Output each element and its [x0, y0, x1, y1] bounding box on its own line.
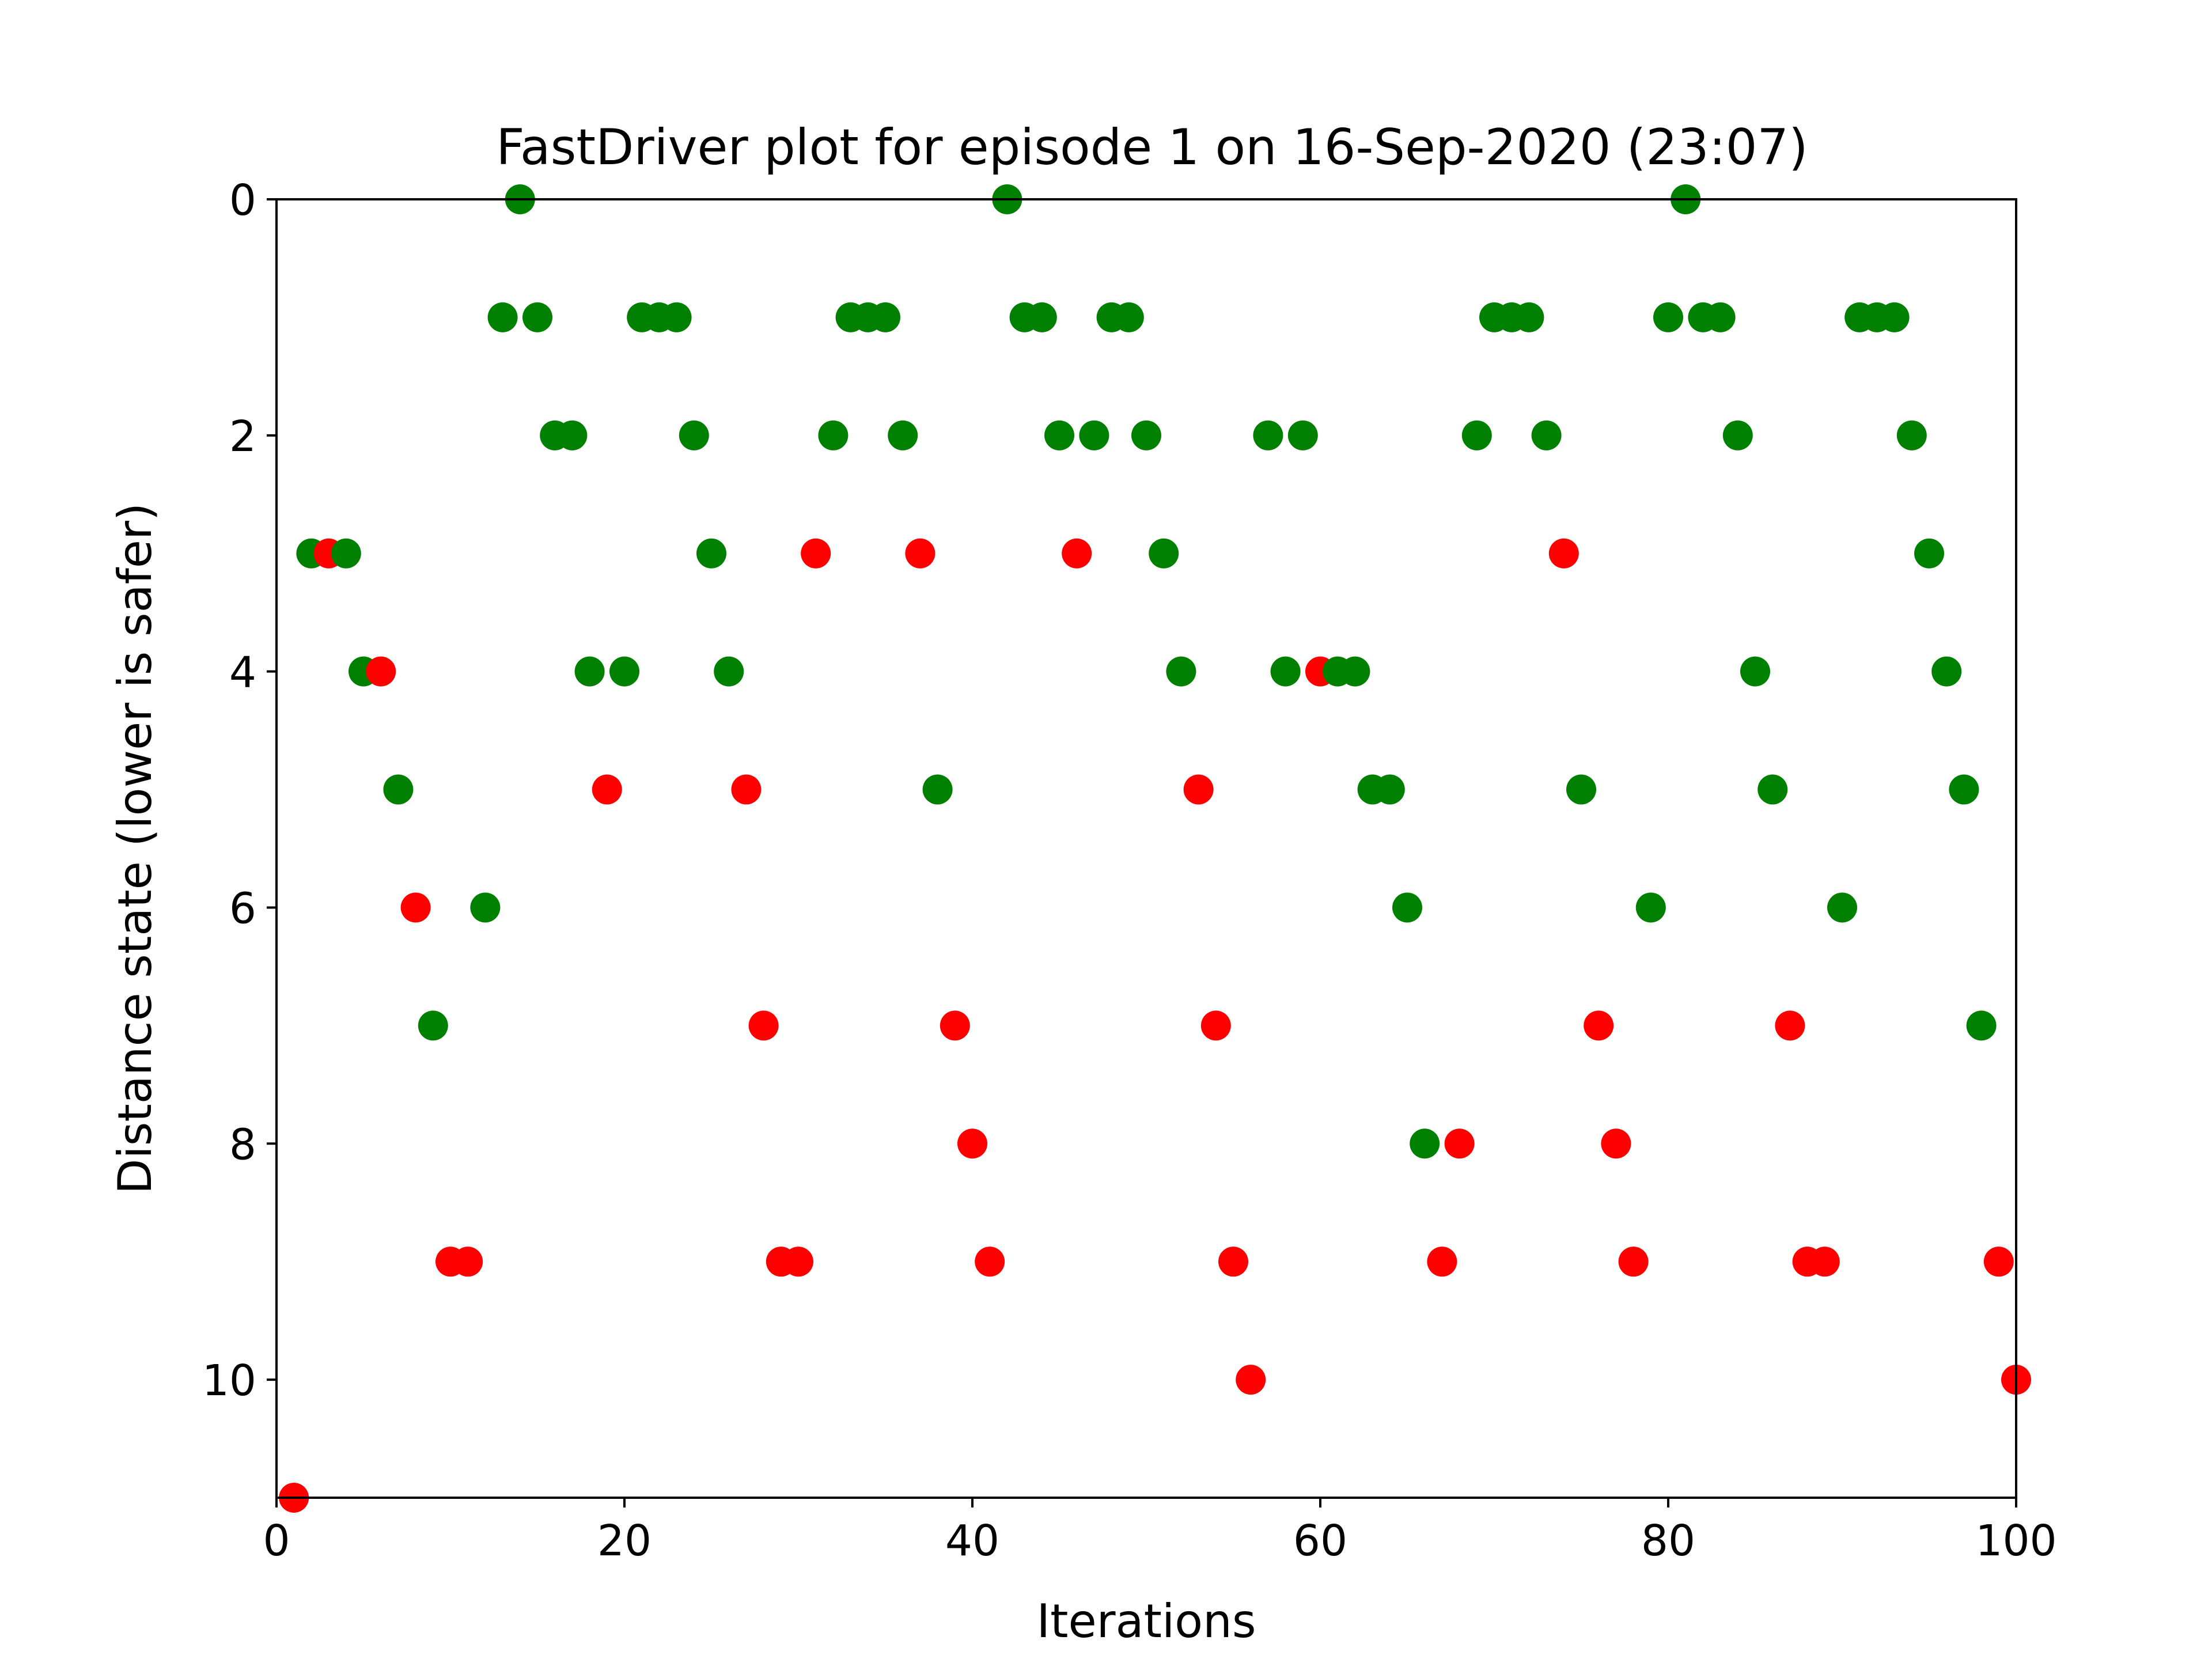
data-point-green	[1410, 1128, 1440, 1159]
data-point-green	[818, 420, 849, 450]
data-point-red	[748, 1010, 779, 1041]
data-point-green	[1340, 656, 1370, 687]
data-point-green	[1740, 656, 1770, 687]
data-point-red	[592, 774, 622, 805]
data-point-green	[1270, 656, 1301, 687]
data-point-green	[609, 656, 639, 687]
data-point-green	[714, 656, 744, 687]
data-point-green	[1705, 302, 1736, 332]
y-tick-label: 2	[229, 412, 256, 461]
data-point-green	[922, 774, 953, 805]
data-point-red	[1427, 1247, 1457, 1277]
y-tick-label: 8	[229, 1120, 256, 1169]
data-point-green	[418, 1010, 448, 1041]
x-tick-label: 20	[597, 1516, 652, 1566]
data-point-red	[801, 538, 831, 569]
data-point-green	[696, 538, 726, 569]
chart-title: FastDriver plot for episode 1 on 16-Sep-…	[496, 119, 1808, 176]
data-point-red	[400, 892, 431, 923]
y-axis-label: Distance state (lower is safer)	[108, 503, 162, 1194]
data-point-green	[1879, 302, 1910, 332]
data-point-red	[1200, 1010, 1231, 1041]
x-tick-label: 60	[1293, 1516, 1347, 1566]
x-tick-label: 0	[263, 1516, 290, 1566]
data-point-green	[574, 656, 605, 687]
data-point-green	[1131, 420, 1161, 450]
data-point-green	[1931, 656, 1962, 687]
data-point-red	[1775, 1010, 1805, 1041]
data-point-green	[1514, 302, 1544, 332]
data-point-green	[1966, 1010, 1997, 1041]
y-tick-label: 4	[229, 648, 256, 698]
data-point-green	[1531, 420, 1562, 450]
data-point-green	[888, 420, 918, 450]
x-tick-label: 100	[1975, 1516, 2056, 1566]
plot-frame	[275, 198, 2017, 1499]
data-point-green	[1287, 420, 1318, 450]
data-point-green	[557, 420, 588, 450]
data-point-green	[1027, 302, 1057, 332]
y-tick-label: 0	[229, 176, 256, 225]
data-point-green	[1635, 892, 1666, 923]
data-point-red	[1062, 538, 1092, 569]
data-point-red	[366, 656, 396, 687]
x-axis-label: Iterations	[1036, 1594, 1256, 1648]
data-point-red	[975, 1247, 1005, 1277]
data-point-red	[1809, 1247, 1840, 1277]
points-layer	[279, 184, 2031, 1513]
data-point-green	[383, 774, 414, 805]
data-point-green	[870, 302, 900, 332]
data-point-red	[905, 538, 935, 569]
x-tick-label: 80	[1641, 1516, 1695, 1566]
data-point-red	[731, 774, 762, 805]
data-point-red	[1983, 1247, 2014, 1277]
x-axis: 0 20 40 60 80 100	[263, 1498, 2057, 1566]
data-point-green	[1113, 302, 1144, 332]
data-point-green	[1044, 420, 1074, 450]
data-point-red	[1183, 774, 1214, 805]
data-point-green	[1566, 774, 1596, 805]
x-tick-label: 40	[945, 1516, 999, 1566]
data-point-green	[470, 892, 501, 923]
data-point-red	[1548, 538, 1579, 569]
data-point-red	[1236, 1365, 1266, 1395]
data-point-green	[1253, 420, 1283, 450]
data-point-green	[1722, 420, 1753, 450]
data-point-green	[1079, 420, 1109, 450]
data-point-red	[783, 1247, 813, 1277]
data-point-green	[1392, 892, 1422, 923]
data-point-green	[1758, 774, 1788, 805]
data-point-green	[1461, 420, 1492, 450]
data-point-green	[1166, 656, 1196, 687]
data-point-green	[1896, 420, 1927, 450]
data-point-green	[1914, 538, 1944, 569]
data-point-green	[1653, 302, 1683, 332]
data-point-red	[1444, 1128, 1475, 1159]
data-point-red	[957, 1128, 987, 1159]
data-point-green	[1374, 774, 1405, 805]
y-axis: 0 2 4 6 8 10	[202, 176, 276, 1406]
data-point-red	[453, 1247, 483, 1277]
data-point-green	[661, 302, 692, 332]
data-point-red	[1584, 1010, 1614, 1041]
data-point-green	[522, 302, 552, 332]
data-point-red	[1601, 1128, 1631, 1159]
data-point-green	[1149, 538, 1179, 569]
data-point-red	[940, 1010, 970, 1041]
y-tick-label: 10	[202, 1356, 256, 1406]
data-point-green	[487, 302, 518, 332]
data-point-red	[1618, 1247, 1649, 1277]
y-tick-label: 6	[229, 884, 256, 933]
data-point-green	[331, 538, 361, 569]
data-point-green	[679, 420, 709, 450]
data-point-red	[1218, 1247, 1248, 1277]
data-point-green	[1827, 892, 1857, 923]
data-point-green	[1949, 774, 1979, 805]
